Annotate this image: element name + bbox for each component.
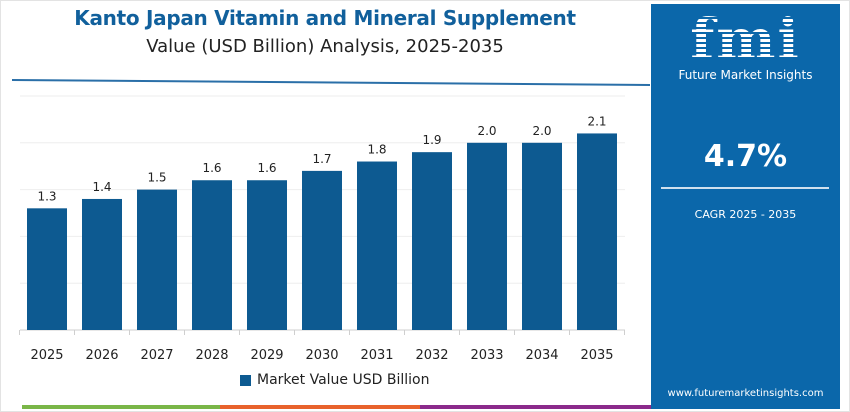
bar-2025 xyxy=(27,208,67,330)
bar-chart: 1.3 2025 1.4 2026 1.5 2027 1.6 2028 1.6 2029 1.7 20… xyxy=(19,95,625,363)
data-label-2025: 1.3 xyxy=(37,189,56,203)
website-link[interactable]: www.futuremarketinsights.com xyxy=(667,388,824,399)
x-tick-label-2032: 2032 xyxy=(415,348,448,363)
bar-2029 xyxy=(247,180,287,330)
data-label-2033: 2.0 xyxy=(477,124,496,138)
legend-swatch xyxy=(240,374,251,386)
chart-title: Kanto Japan Vitamin and Mineral Suppleme… xyxy=(74,6,576,30)
x-tick-label-2030: 2030 xyxy=(305,348,338,363)
side-panel: fmi Future Market Insights 4.7% CAGR 202… xyxy=(651,4,840,409)
cagr-value: 4.7% xyxy=(703,139,788,174)
stripe-orange xyxy=(220,405,420,409)
cagr-label: CAGR 2025 - 2035 xyxy=(694,208,797,221)
x-tick-label-2027: 2027 xyxy=(140,348,173,363)
bar-2026 xyxy=(82,198,122,330)
bar-2030 xyxy=(302,170,342,330)
legend: Market Value USD Billion xyxy=(240,372,429,388)
title-underline xyxy=(11,79,650,86)
data-label-2032: 1.9 xyxy=(422,133,441,147)
stripe-purple xyxy=(420,405,651,409)
fmi-logo: fmi Future Market Insights xyxy=(651,12,840,82)
x-tick-label-2025: 2025 xyxy=(30,348,63,363)
x-tick-label-2028: 2028 xyxy=(195,348,228,363)
x-tick-label-2034: 2034 xyxy=(525,348,558,363)
bar-2032 xyxy=(412,152,452,330)
bar-2035 xyxy=(577,133,617,330)
bar-2033 xyxy=(467,142,507,330)
x-tick-label-2026: 2026 xyxy=(85,348,118,363)
bar-2034 xyxy=(522,142,562,330)
data-label-2031: 1.8 xyxy=(367,143,386,157)
panel-divider xyxy=(661,187,829,189)
stripe-green xyxy=(22,405,220,409)
legend-label: Market Value USD Billion xyxy=(257,372,430,388)
bar-2027 xyxy=(137,189,177,330)
x-tick-label-2029: 2029 xyxy=(250,348,283,363)
data-label-2034: 2.0 xyxy=(532,124,551,138)
data-label-2029: 1.6 xyxy=(257,161,276,175)
bar-2031 xyxy=(357,161,397,330)
bar-2028 xyxy=(192,180,232,330)
data-label-2026: 1.4 xyxy=(92,180,111,194)
chart-subtitle: Value (USD Billion) Analysis, 2025-2035 xyxy=(146,36,504,57)
data-label-2035: 2.1 xyxy=(587,114,606,128)
brand-name: Future Market Insights xyxy=(678,68,813,82)
x-tick-label-2033: 2033 xyxy=(470,348,503,363)
logo-mark: fmi xyxy=(651,12,840,68)
x-tick-label-2035: 2035 xyxy=(580,348,613,363)
data-label-2030: 1.7 xyxy=(312,152,331,166)
data-label-2027: 1.5 xyxy=(147,171,166,185)
x-tick-label-2031: 2031 xyxy=(360,348,393,363)
data-label-2028: 1.6 xyxy=(202,161,221,175)
